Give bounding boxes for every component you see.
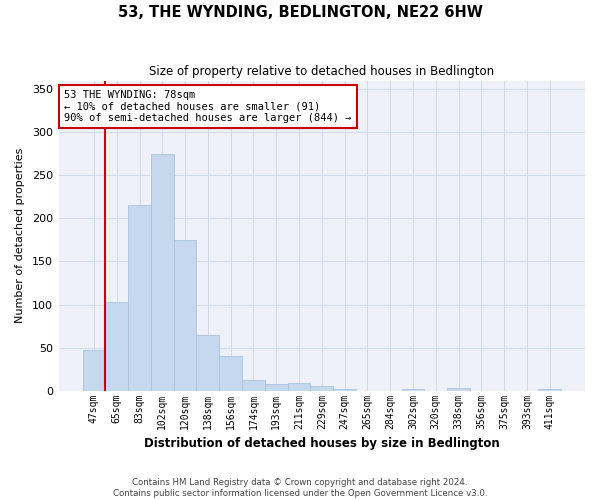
Bar: [83, 350, 106, 391]
X-axis label: Distribution of detached houses by size in Bedlington: Distribution of detached houses by size …: [144, 437, 500, 450]
Bar: [265, 384, 287, 390]
Title: Size of property relative to detached houses in Bedlington: Size of property relative to detached ho…: [149, 65, 494, 78]
Bar: [196, 334, 219, 390]
Bar: [447, 388, 470, 390]
Bar: [219, 356, 242, 390]
Bar: [538, 389, 561, 390]
Bar: [401, 389, 424, 390]
Bar: [106, 302, 128, 390]
Y-axis label: Number of detached properties: Number of detached properties: [15, 148, 25, 324]
Bar: [287, 383, 310, 390]
Bar: [242, 380, 265, 390]
Text: Contains HM Land Registry data © Crown copyright and database right 2024.
Contai: Contains HM Land Registry data © Crown c…: [113, 478, 487, 498]
Text: 53, THE WYNDING, BEDLINGTON, NE22 6HW: 53, THE WYNDING, BEDLINGTON, NE22 6HW: [118, 5, 482, 20]
Text: 53 THE WYNDING: 78sqm
← 10% of detached houses are smaller (91)
90% of semi-deta: 53 THE WYNDING: 78sqm ← 10% of detached …: [64, 90, 352, 123]
Bar: [128, 206, 151, 390]
Bar: [173, 240, 196, 390]
Bar: [151, 154, 173, 390]
Bar: [333, 389, 356, 390]
Bar: [310, 386, 333, 390]
